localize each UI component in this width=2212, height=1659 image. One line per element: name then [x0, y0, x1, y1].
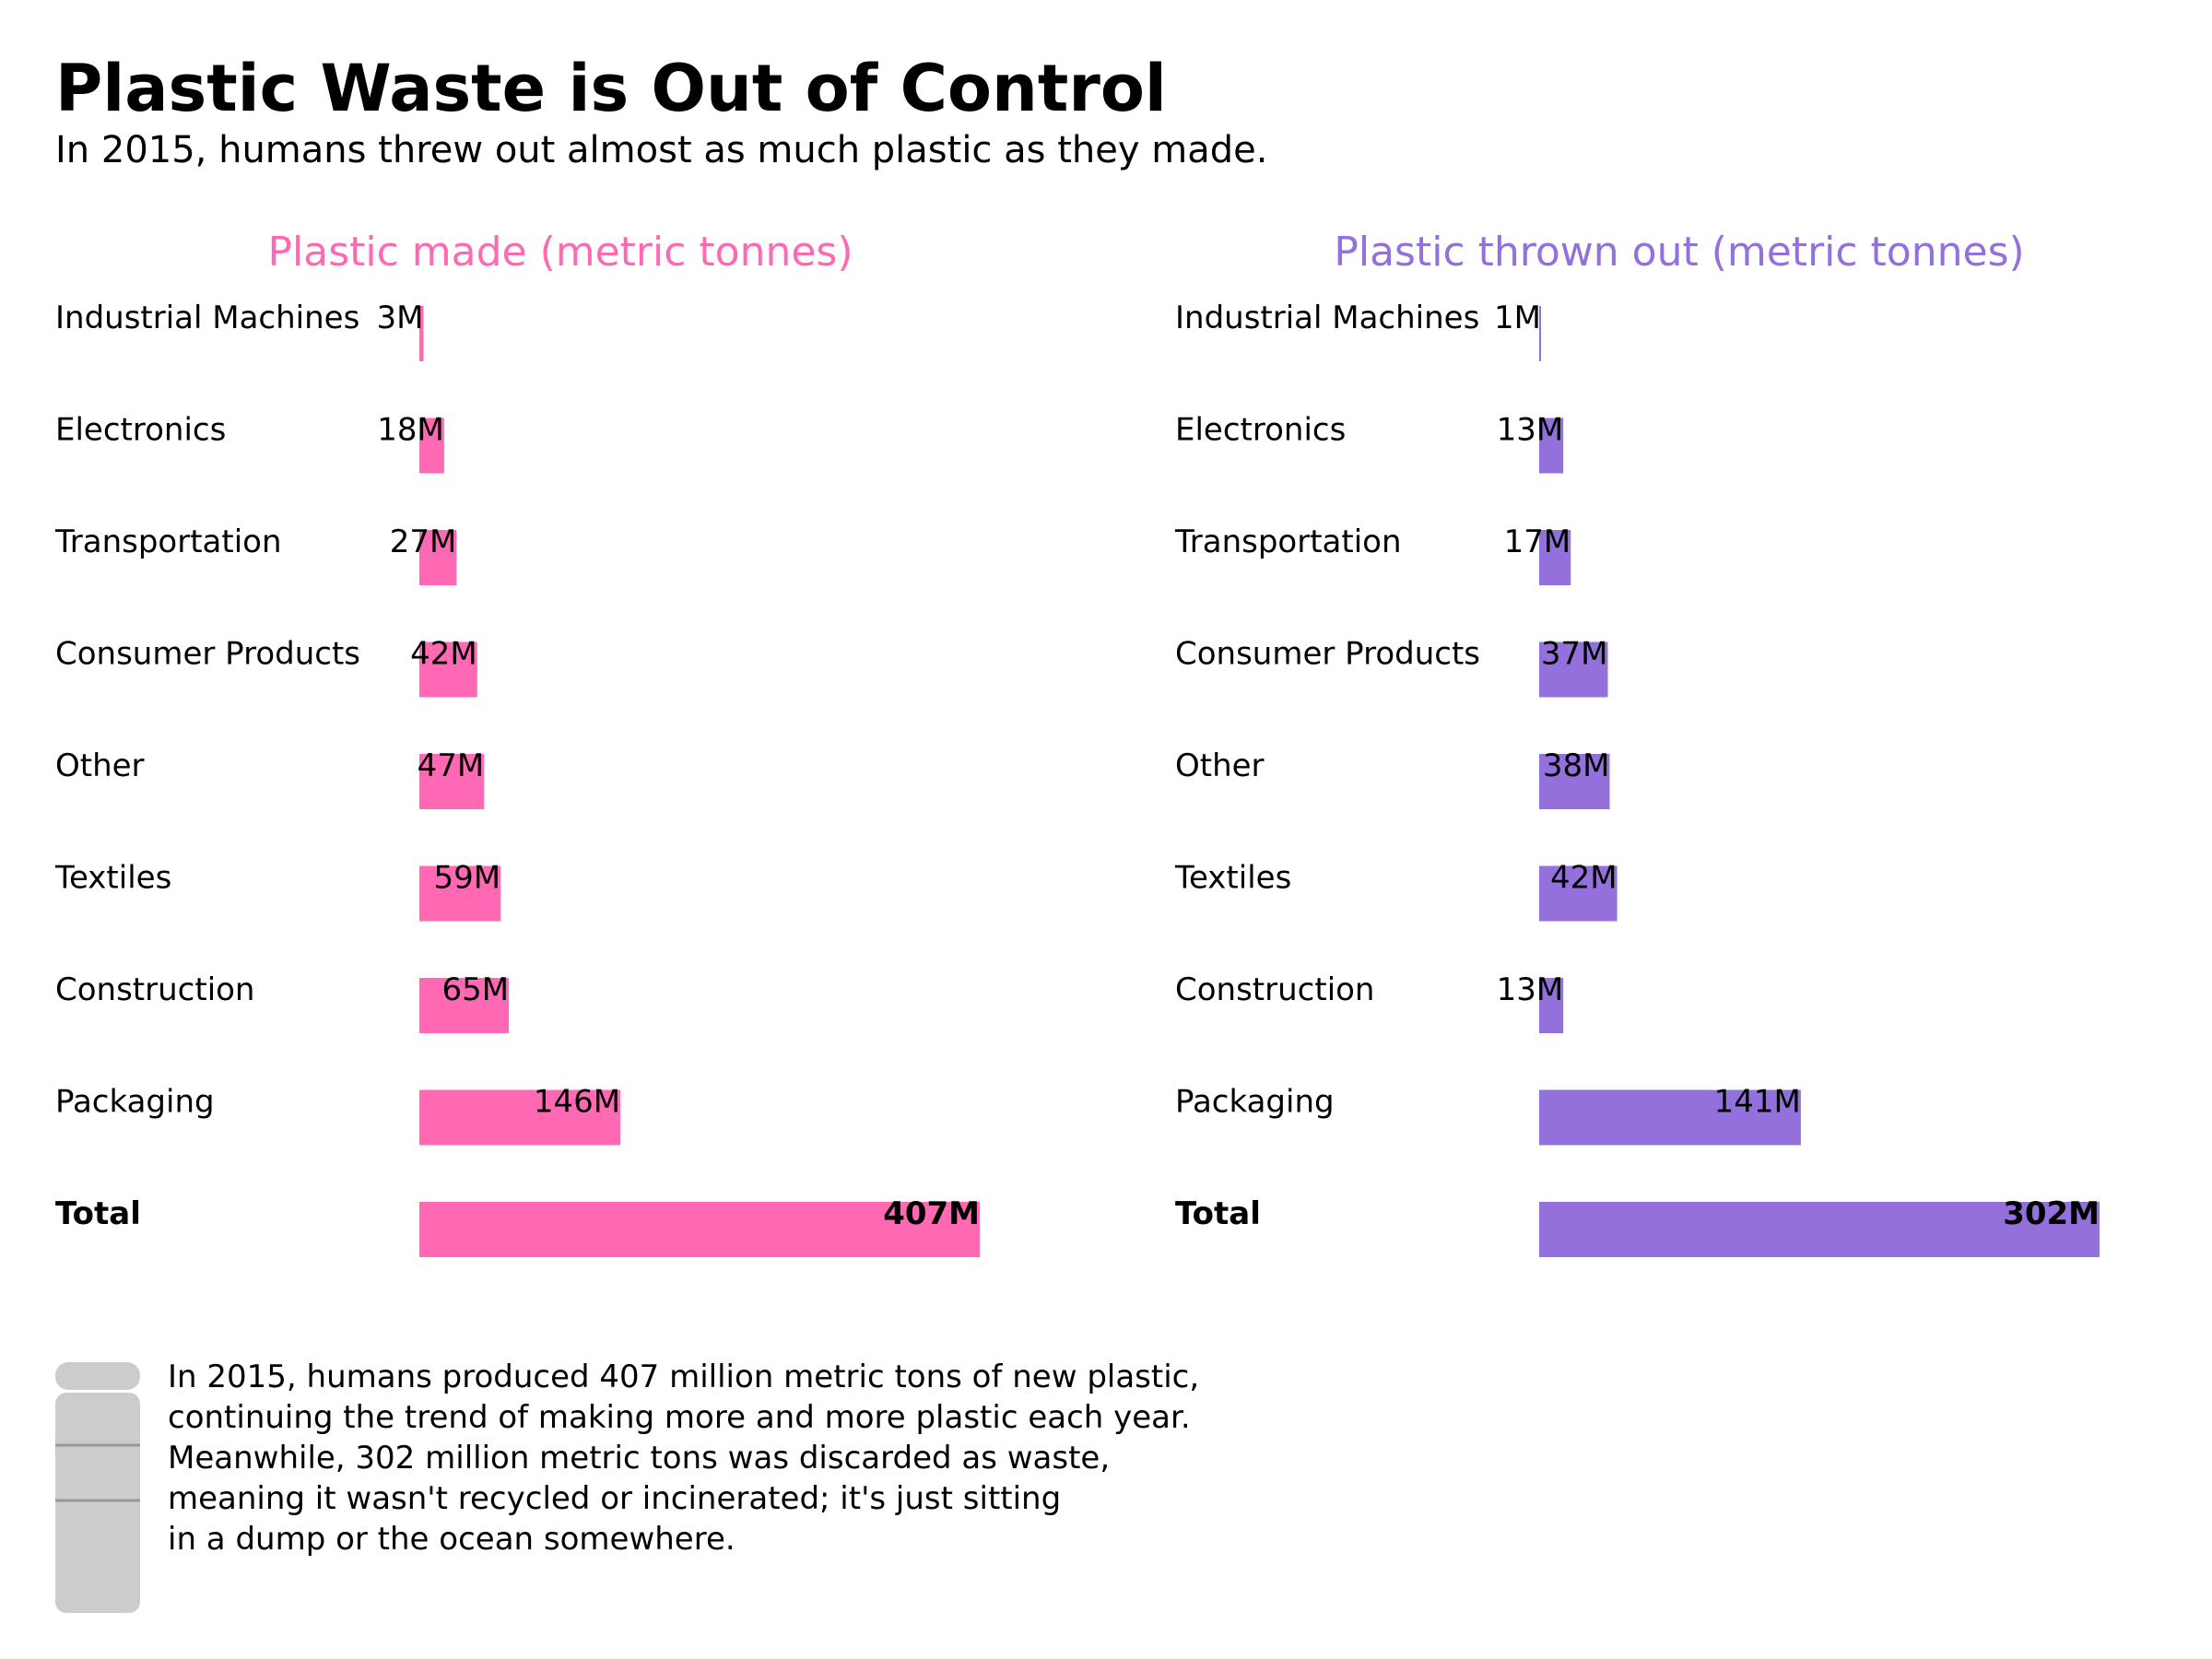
category-label: Consumer Products: [55, 636, 360, 673]
category-label: Total: [1175, 1195, 1261, 1232]
category-label: Industrial Machines: [1175, 300, 1479, 336]
chart-plastic-made: Plastic made (metric tonnes) Industrial M…: [54, 229, 980, 1257]
bar: [419, 1202, 980, 1257]
bar: [1539, 865, 1618, 922]
category-label: Packaging: [1175, 1084, 1335, 1121]
bar: [419, 1089, 621, 1146]
bar: [419, 754, 485, 809]
category-label: Textiles: [1174, 860, 1291, 897]
value-label: 38M: [1543, 747, 1610, 784]
bar: [1539, 1089, 1801, 1146]
bar: [419, 865, 501, 922]
bar: [1539, 306, 1542, 361]
value-label: 65M: [441, 971, 509, 1008]
category-label: Construction: [1175, 971, 1374, 1008]
category-label: Packaging: [55, 1084, 215, 1121]
value-label: 1M: [1494, 300, 1541, 336]
category-label: Other: [55, 747, 145, 784]
bar: [1539, 641, 1608, 698]
chart-title: Plastic thrown out (metric tonnes): [1334, 229, 2024, 276]
bar: [1539, 530, 1571, 585]
category-label: Other: [1175, 747, 1265, 784]
category-label: Transportation: [1174, 524, 1402, 560]
bottle-icon: [55, 1362, 140, 1613]
value-label: 27M: [390, 524, 457, 560]
value-label: 42M: [410, 636, 477, 673]
value-label: 13M: [1497, 412, 1564, 449]
bar: [419, 641, 477, 698]
bottle-cap-shape: [55, 1362, 140, 1390]
value-label: 42M: [1550, 860, 1618, 897]
bar-charts: Plastic made (metric tonnes) Industrial M…: [54, 229, 2100, 1257]
value-label: 302M: [2003, 1195, 2100, 1232]
note-line: In 2015, humans produced 407 million met…: [168, 1359, 1200, 1395]
category-label: Industrial Machines: [55, 300, 359, 336]
bar: [419, 418, 444, 474]
note-line: Meanwhile, 302 million metric tons was d…: [168, 1440, 1111, 1477]
value-label: 141M: [1714, 1084, 1801, 1121]
category-label: Electronics: [55, 412, 226, 449]
value-label: 18M: [377, 412, 444, 449]
chart-title: Plastic made (metric tonnes): [267, 229, 853, 276]
value-label: 59M: [434, 860, 501, 897]
summary-note: In 2015, humans produced 407 million met…: [168, 1357, 1274, 1559]
bar: [1539, 754, 1610, 809]
value-label: 13M: [1497, 971, 1564, 1008]
category-label: Consumer Products: [1175, 636, 1480, 673]
bar: [419, 978, 510, 1033]
bar: [1539, 1202, 2100, 1257]
category-label: Total: [55, 1195, 141, 1232]
value-label: 47M: [418, 747, 485, 784]
bar: [419, 530, 457, 585]
category-label: Textiles: [54, 860, 171, 897]
value-label: 37M: [1541, 636, 1608, 673]
value-label: 146M: [534, 1084, 620, 1121]
bar: [419, 306, 424, 361]
page-subtitle: In 2015, humans threw out almost as much…: [55, 129, 1268, 171]
bar: [1539, 978, 1564, 1033]
category-label: Transportation: [54, 524, 282, 560]
category-label: Construction: [55, 971, 254, 1008]
value-label: 407M: [883, 1195, 980, 1232]
note-line: in a dump or the ocean somewhere.: [168, 1521, 735, 1558]
bar: [1539, 418, 1564, 474]
value-label: 3M: [377, 300, 424, 336]
note-line: continuing the trend of making more and …: [168, 1399, 1191, 1436]
chart-plastic-thrown-out: Plastic thrown out (metric tonnes) Indust…: [1174, 229, 2100, 1257]
bottle-body-shape: [55, 1393, 140, 1613]
category-label: Electronics: [1175, 412, 1346, 449]
page-title: Plastic Waste is Out of Control: [55, 51, 1167, 126]
note-line: meaning it wasn't recycled or incinerate…: [168, 1480, 1062, 1517]
value-label: 17M: [1504, 524, 1571, 560]
